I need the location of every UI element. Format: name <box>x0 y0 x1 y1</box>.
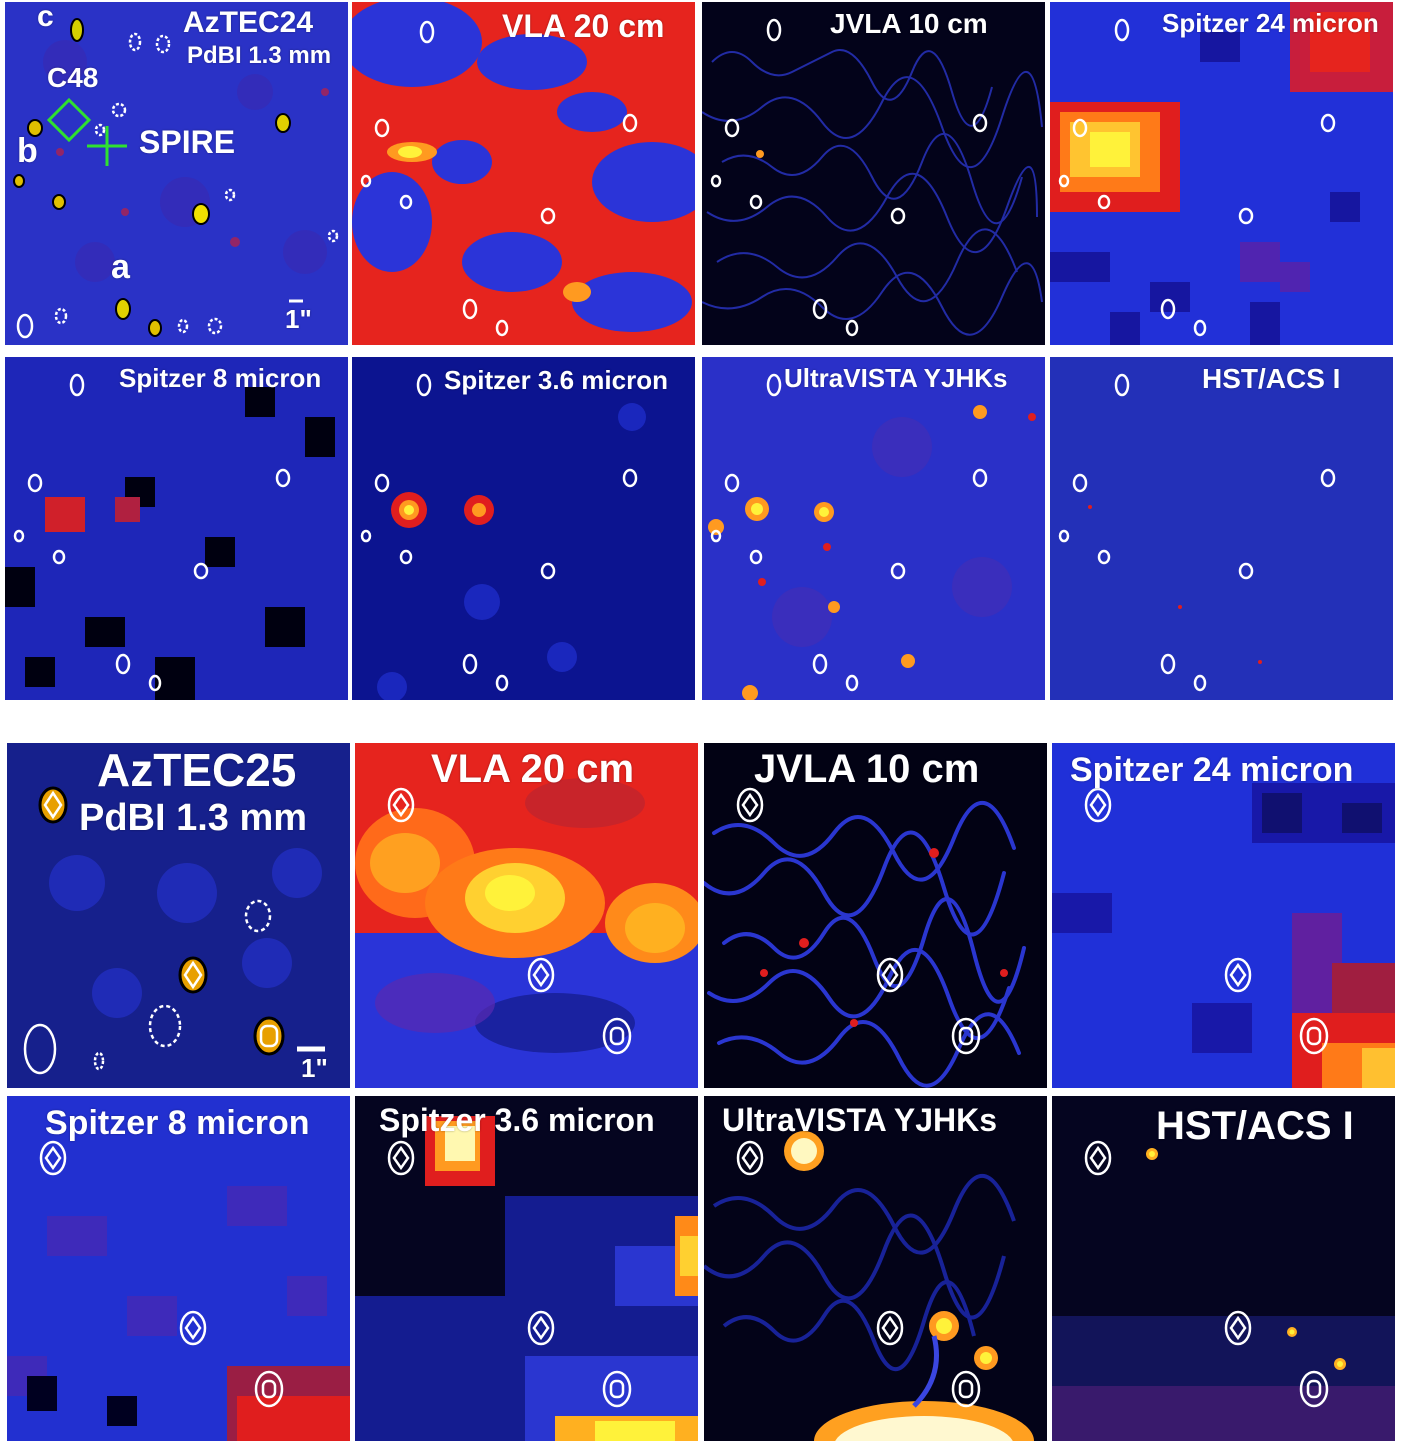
figure-aztec24: c AzTEC24 PdBI 1.3 mm C48 SPIRE b a 1" <box>0 0 1405 705</box>
ultravista-map <box>702 357 1045 700</box>
spitzer8-map <box>5 357 348 700</box>
pdbi-map <box>5 2 348 345</box>
panel-title: UltraVISTA YJHKs <box>784 363 1008 393</box>
panel-title: UltraVISTA YJHKs <box>722 1102 998 1138</box>
panel-title: VLA 20 cm <box>431 747 635 791</box>
panel-aztec24-ultravista: UltraVISTA YJHKs <box>702 357 1045 700</box>
source-letter-b: b <box>17 132 38 170</box>
panel-aztec24-hst: HST/ACS I <box>1050 357 1393 700</box>
panel-title: Spitzer 8 micron <box>45 1104 310 1142</box>
panel-aztec24-jvla10: JVLA 10 cm <box>702 2 1045 345</box>
panel-title: AzTEC24 <box>183 6 314 39</box>
panel-aztec25-hst: HST/ACS I <box>1052 1096 1395 1441</box>
panel-aztec25-spitzer24: Spitzer 24 micron <box>1052 743 1395 1088</box>
panel-aztec24-vla20: VLA 20 cm <box>352 2 695 345</box>
panel-title: JVLA 10 cm <box>754 747 980 791</box>
panel-title: HST/ACS I <box>1156 1104 1354 1148</box>
panel-aztec24-pdbi: c AzTEC24 PdBI 1.3 mm C48 SPIRE b a 1" <box>5 2 348 345</box>
panel-title: JVLA 10 cm <box>830 8 988 39</box>
hst-map <box>1050 357 1393 700</box>
panel-title: AzTEC25 <box>97 744 297 796</box>
c48-diamond <box>46 97 92 143</box>
ultravista-map <box>704 1096 1047 1441</box>
figure-aztec25: AzTEC25 PdBI 1.3 mm 1" VLA 20 cm <box>0 740 1405 1441</box>
panel-aztec24-spitzer24: Spitzer 24 micron <box>1050 2 1393 345</box>
spire-cross <box>87 126 127 166</box>
panel-title: Spitzer 24 micron <box>1070 751 1354 789</box>
panel-aztec24-spitzer8: Spitzer 8 micron <box>5 357 348 700</box>
panel-aztec25-vla20: VLA 20 cm <box>355 743 698 1088</box>
spitzer36-map <box>352 357 695 700</box>
vla20-map <box>355 743 698 1088</box>
pdbi-map <box>7 743 350 1088</box>
c48-label: C48 <box>47 62 99 93</box>
panel-subtitle: PdBI 1.3 mm <box>187 42 332 69</box>
panel-aztec25-spitzer36: Spitzer 3.6 micron <box>355 1096 698 1441</box>
spitzer8-map <box>7 1096 350 1441</box>
jvla10-map <box>702 2 1045 345</box>
panel-title: Spitzer 3.6 micron <box>444 365 668 395</box>
panel-aztec25-jvla10: JVLA 10 cm <box>704 743 1047 1088</box>
jvla10-map <box>704 743 1047 1088</box>
scale-label: 1" <box>301 1053 328 1083</box>
scale-label: 1" <box>285 304 312 334</box>
panel-title: VLA 20 cm <box>502 8 665 44</box>
spitzer24-map <box>1052 743 1395 1088</box>
panel-title: Spitzer 24 micron <box>1162 8 1379 38</box>
source-letter-a: a <box>111 248 130 286</box>
panel-title: Spitzer 8 micron <box>119 363 322 393</box>
panel-title: HST/ACS I <box>1202 363 1341 394</box>
panel-aztec24-spitzer36: Spitzer 3.6 micron <box>352 357 695 700</box>
panel-aztec25-ultravista: UltraVISTA YJHKs <box>704 1096 1047 1441</box>
source-letter-c: c <box>37 2 54 33</box>
hst-map <box>1052 1096 1395 1441</box>
spitzer24-map <box>1050 2 1393 345</box>
panel-subtitle: PdBI 1.3 mm <box>79 797 308 839</box>
panel-aztec25-pdbi: AzTEC25 PdBI 1.3 mm 1" <box>7 743 350 1088</box>
spire-label: SPIRE <box>139 124 236 160</box>
panel-title: Spitzer 3.6 micron <box>379 1102 655 1138</box>
spitzer36-map <box>355 1096 698 1441</box>
panel-aztec25-spitzer8: Spitzer 8 micron <box>7 1096 350 1441</box>
vla20-map <box>352 2 695 345</box>
